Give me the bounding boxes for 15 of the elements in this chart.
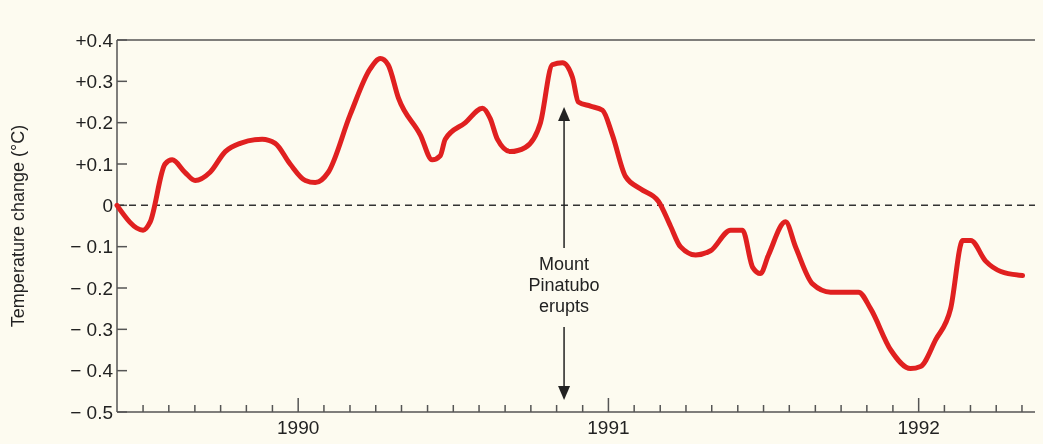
x-tick-label: 1990 (277, 417, 320, 438)
y-tick-label: − 0.4 (70, 360, 114, 382)
annotation: Mount Pinatubo erupts (528, 254, 600, 317)
y-tick-label: +0.1 (75, 153, 113, 175)
y-tick-label: − 0.3 (70, 318, 113, 340)
y-tick-label: +0.3 (75, 70, 113, 92)
y-axis-title: Temperature change (°C) (8, 124, 28, 328)
y-tick-label: 0 (102, 194, 113, 216)
y-tick-label: − 0.5 (70, 401, 113, 423)
x-tick-label: 1991 (587, 417, 630, 438)
x-tick-label: 1992 (897, 417, 940, 438)
y-tick-label: +0.4 (75, 29, 114, 51)
y-tick-label: − 0.1 (70, 236, 113, 258)
y-tick-label: − 0.2 (70, 277, 113, 299)
y-tick-label: +0.2 (75, 112, 113, 134)
